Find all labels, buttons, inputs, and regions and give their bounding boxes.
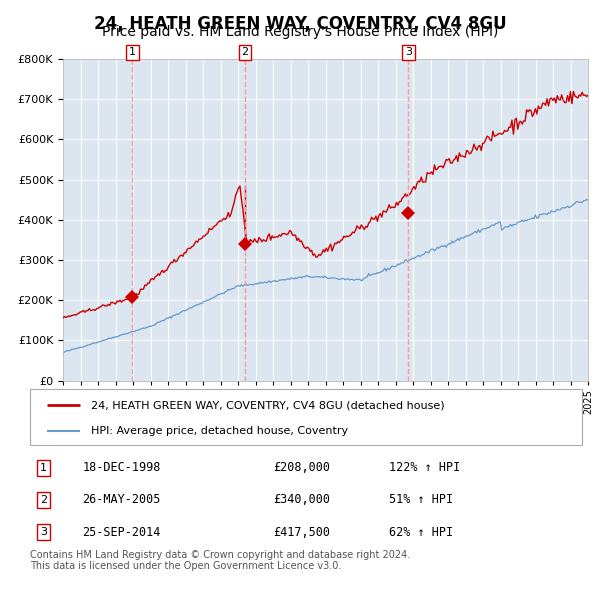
Text: 51% ↑ HPI: 51% ↑ HPI xyxy=(389,493,453,506)
Text: Contains HM Land Registry data © Crown copyright and database right 2024.
This d: Contains HM Land Registry data © Crown c… xyxy=(30,550,410,572)
Text: 24, HEATH GREEN WAY, COVENTRY, CV4 8GU: 24, HEATH GREEN WAY, COVENTRY, CV4 8GU xyxy=(94,15,506,33)
Text: 1: 1 xyxy=(40,463,47,473)
Text: 26-MAY-2005: 26-MAY-2005 xyxy=(82,493,161,506)
Text: 3: 3 xyxy=(405,47,412,57)
Text: £340,000: £340,000 xyxy=(273,493,330,506)
Text: 18-DEC-1998: 18-DEC-1998 xyxy=(82,461,161,474)
Text: 25-SEP-2014: 25-SEP-2014 xyxy=(82,526,161,539)
Text: 122% ↑ HPI: 122% ↑ HPI xyxy=(389,461,460,474)
Text: 1: 1 xyxy=(129,47,136,57)
Text: 62% ↑ HPI: 62% ↑ HPI xyxy=(389,526,453,539)
Text: 24, HEATH GREEN WAY, COVENTRY, CV4 8GU (detached house): 24, HEATH GREEN WAY, COVENTRY, CV4 8GU (… xyxy=(91,400,445,410)
FancyBboxPatch shape xyxy=(30,389,582,445)
Text: 2: 2 xyxy=(241,47,248,57)
Text: £417,500: £417,500 xyxy=(273,526,330,539)
Text: 2: 2 xyxy=(40,495,47,505)
Text: £208,000: £208,000 xyxy=(273,461,330,474)
Text: Price paid vs. HM Land Registry's House Price Index (HPI): Price paid vs. HM Land Registry's House … xyxy=(102,25,498,40)
Text: 3: 3 xyxy=(40,527,47,537)
Text: HPI: Average price, detached house, Coventry: HPI: Average price, detached house, Cove… xyxy=(91,427,348,437)
